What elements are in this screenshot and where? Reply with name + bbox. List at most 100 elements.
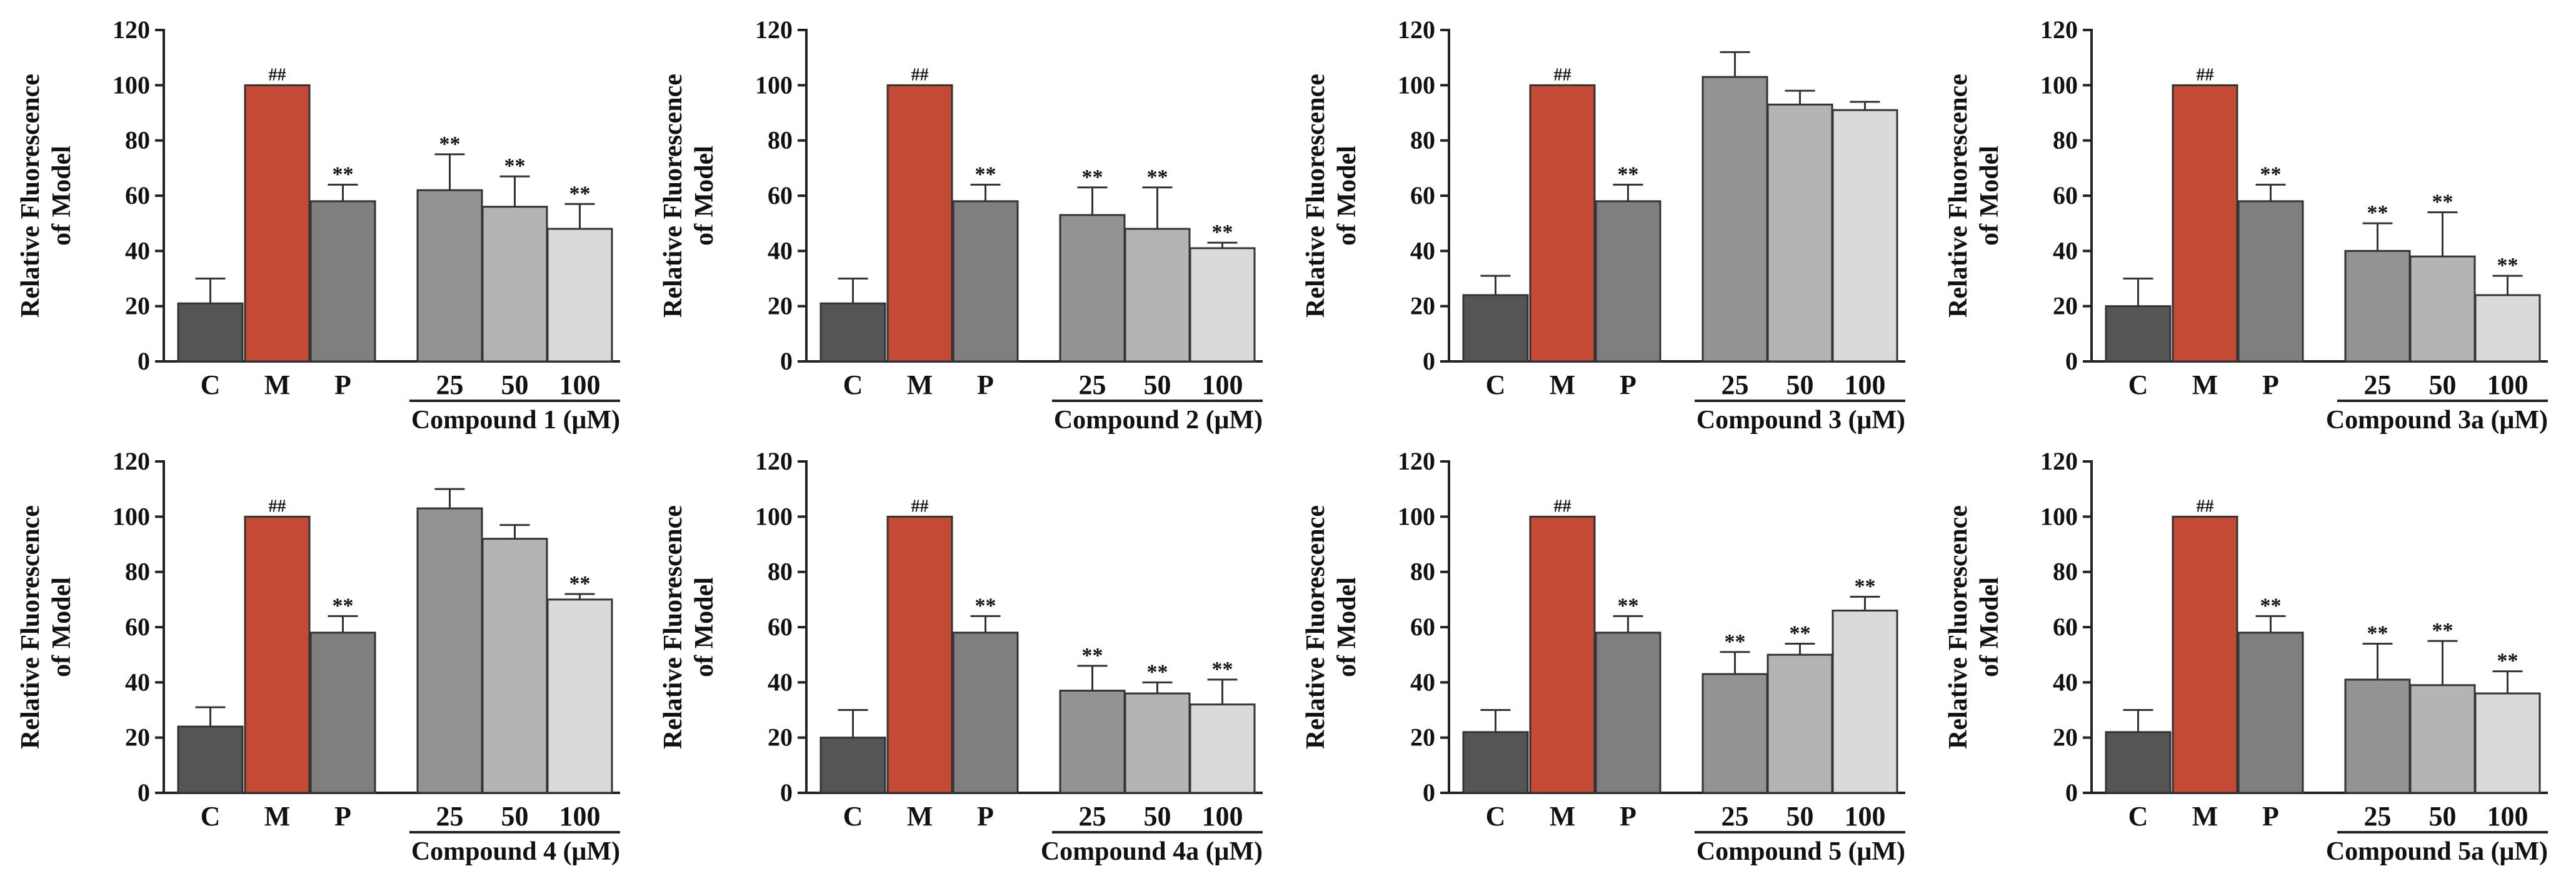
x-category-label: 25 <box>1722 370 1749 400</box>
chart-panel-8: Relative Fluorescenceof Model 0 20 40 60 80 10… <box>1944 447 2548 866</box>
significance-label: ## <box>1554 65 1571 84</box>
x-category-label: 100 <box>2487 801 2528 832</box>
significance-label: ** <box>1147 166 1168 189</box>
bar-50 <box>2409 684 2476 794</box>
x-category-label: M <box>1550 801 1576 832</box>
bar-25 <box>1701 76 1768 363</box>
x-category-label: M <box>2192 801 2218 832</box>
x-category-label: 100 <box>559 801 601 832</box>
y-tick-label: 100 <box>2040 502 2078 530</box>
significance-label: ** <box>975 594 996 617</box>
bar-100 <box>1832 109 1898 363</box>
x-category-label: C <box>1486 801 1506 832</box>
bar-50 <box>2409 255 2476 363</box>
y-tick-label: 0 <box>780 778 793 807</box>
x-category-label: 50 <box>1144 801 1171 832</box>
significance-label: ## <box>269 496 286 516</box>
significance-label: ** <box>439 133 461 156</box>
y-axis-title: Relative Fluorescenceof Model <box>1944 74 2004 318</box>
y-tick-label: 100 <box>755 502 793 530</box>
x-category-label: 50 <box>2429 370 2457 400</box>
x-category-label: C <box>201 801 221 832</box>
bar-P <box>1595 632 1661 794</box>
y-tick-label: 60 <box>125 613 150 641</box>
y-tick-label: 60 <box>2053 613 2078 641</box>
bar-50 <box>1767 653 1833 794</box>
bar-P <box>952 632 1019 794</box>
y-tick-label: 60 <box>125 181 150 209</box>
y-tick-label: 80 <box>2053 126 2078 154</box>
x-category-label: 100 <box>2487 370 2528 400</box>
y-axis-title-line: Relative Fluorescence <box>1301 505 1330 749</box>
x-category-label: P <box>2262 370 2279 400</box>
significance-label: ** <box>2367 201 2388 224</box>
y-axis-title-line: Relative Fluorescence <box>1301 74 1330 318</box>
y-tick-label: 0 <box>2065 778 2078 807</box>
bar-25 <box>2344 678 2411 794</box>
y-axis-title: Relative Fluorescenceof Model <box>1944 505 2004 749</box>
y-tick-label: 120 <box>755 16 793 44</box>
y-tick-label: 120 <box>2040 16 2078 44</box>
bar-100 <box>2474 294 2541 363</box>
y-axis-title-line: Relative Fluorescence <box>1944 505 1973 749</box>
x-category-label: 50 <box>1144 370 1171 400</box>
y-tick-label: 80 <box>1410 558 1435 586</box>
significance-label: ## <box>2197 496 2214 516</box>
y-tick-label: 40 <box>768 668 793 696</box>
chart-panel-5: Relative Fluorescenceof Model 0 20 40 60 80 10… <box>16 447 620 866</box>
y-tick-label: 100 <box>1398 502 1435 530</box>
y-axis-title-line: of Model <box>690 577 719 677</box>
x-category-label: 100 <box>1845 801 1886 832</box>
y-tick-label: 60 <box>768 613 793 641</box>
bar-50 <box>1124 692 1191 794</box>
y-tick-label: 40 <box>1410 236 1435 264</box>
x-axis-title: Compound 4 (μM) <box>411 837 620 866</box>
bar-C <box>1462 294 1529 363</box>
chart-panel-1: Relative Fluorescenceof Model 0 20 40 60 80 10… <box>16 16 620 435</box>
significance-label: ** <box>1147 660 1168 683</box>
bar-C <box>177 302 244 363</box>
y-tick-label: 40 <box>125 236 150 264</box>
x-category-label: 25 <box>1722 801 1749 832</box>
y-axis-title-line: Relative Fluorescence <box>16 505 45 749</box>
bar-M <box>2172 515 2238 794</box>
significance-label: ** <box>1082 644 1103 667</box>
x-category-label: P <box>1620 370 1636 400</box>
bar-50 <box>481 206 548 363</box>
x-category-label: P <box>334 370 351 400</box>
y-tick-label: 20 <box>2053 292 2078 320</box>
y-axis-title: Relative Fluorescenceof Model <box>1301 505 1361 749</box>
y-axis-title-line: Relative Fluorescence <box>16 74 45 318</box>
bar-P <box>309 632 376 794</box>
y-tick-label: 100 <box>1398 71 1435 99</box>
x-category-label: C <box>843 801 863 832</box>
y-tick-label: 80 <box>2053 558 2078 586</box>
y-tick-label: 80 <box>125 558 150 586</box>
x-category-label: P <box>2262 801 2279 832</box>
y-axis-title: Relative Fluorescenceof Model <box>1301 74 1361 318</box>
significance-label: ## <box>911 65 929 84</box>
x-category-label: P <box>977 801 994 832</box>
y-axis-title-line: of Model <box>1975 146 2004 246</box>
y-axis-title: Relative Fluorescenceof Model <box>16 74 76 318</box>
y-tick-label: 40 <box>2053 236 2078 264</box>
y-tick-label: 80 <box>768 558 793 586</box>
y-tick-label: 40 <box>768 236 793 264</box>
bar-100 <box>546 598 613 794</box>
significance-label: ## <box>1554 496 1571 516</box>
bar-100 <box>546 228 613 363</box>
chart-panel-3: Relative Fluorescenceof Model 0 20 40 60 80 10… <box>1301 16 1905 435</box>
bar-50 <box>1124 228 1191 363</box>
significance-label: ** <box>1618 163 1639 186</box>
bar-P <box>309 200 376 363</box>
x-axis-title: Compound 5a (μM) <box>2326 837 2548 866</box>
y-tick-label: 100 <box>2040 71 2078 99</box>
bar-100 <box>2474 692 2541 794</box>
x-axis-title: Compound 4a (μM) <box>1041 837 1263 866</box>
y-axis-title-line: of Model <box>1333 577 1361 677</box>
y-tick-label: 120 <box>755 447 793 475</box>
bar-C <box>1462 731 1529 794</box>
chart-panel-6: Relative Fluorescenceof Model 0 20 40 60 80 10… <box>659 447 1263 866</box>
y-axis-title-line: of Model <box>690 146 719 246</box>
x-category-label: 50 <box>2429 801 2457 832</box>
